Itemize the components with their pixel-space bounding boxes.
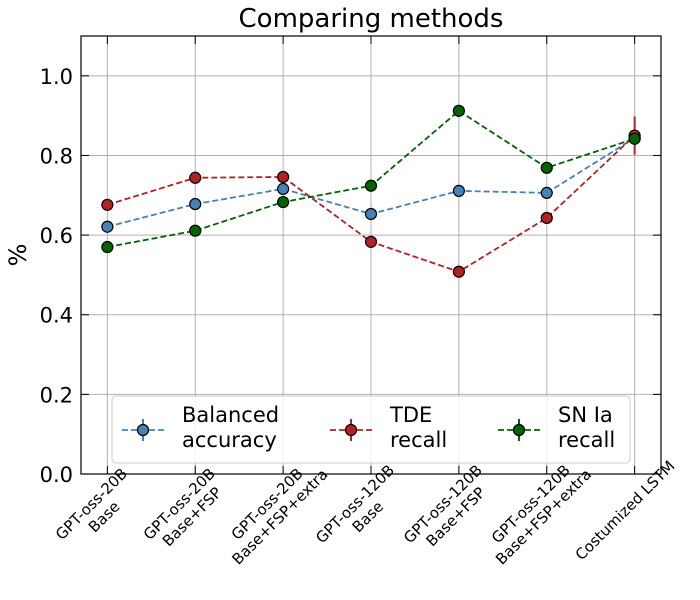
legend-marker: [344, 423, 358, 437]
legend-label-line: recall: [558, 428, 615, 452]
series-2: [101, 104, 641, 254]
data-point: [628, 132, 641, 145]
y-tick-label: 0.0: [40, 463, 73, 487]
y-tick-label: 0.6: [40, 224, 73, 248]
legend-entry: Balanced accuracy: [122, 403, 279, 452]
data-point: [277, 182, 290, 196]
legend-label-line: recall: [390, 428, 447, 452]
series-1: [101, 116, 641, 278]
legend-label: TDE recall: [389, 403, 447, 452]
legend-marker: [512, 423, 526, 437]
x-tick-label: GPT-oss-120BBase+FSP: [400, 461, 498, 559]
data-point: [452, 265, 465, 278]
y-tick-label: 0.4: [40, 304, 73, 328]
series-0: [101, 131, 641, 233]
legend-label-line: SN Ia: [558, 403, 613, 427]
data-point: [101, 198, 114, 211]
data-point: [101, 240, 114, 254]
x-tick-label: GPT-oss-20BBase+FSP: [140, 465, 232, 557]
data-point: [101, 220, 114, 233]
data-point: [364, 235, 378, 248]
data-point: [189, 224, 202, 237]
data-point: [540, 211, 553, 225]
legend-label-line: accuracy: [182, 428, 277, 452]
data-point: [452, 104, 465, 117]
data-point: [364, 207, 378, 221]
legend-label: Balanced accuracy: [182, 403, 279, 452]
y-tick-label: 0.8: [40, 144, 73, 168]
chart-title: Comparing methods: [239, 4, 504, 34]
data-point: [364, 179, 378, 192]
legend-marker: [136, 423, 150, 437]
y-tick-label: 0.2: [40, 383, 73, 407]
y-tick-label: 1.0: [40, 65, 73, 89]
legend-label-line: TDE: [389, 403, 432, 427]
x-tick-label: GPT-oss-20BBase+FSP+extra: [216, 453, 332, 569]
legend-label: SN Ia recall: [558, 403, 615, 452]
data-point: [540, 161, 553, 174]
legend-label-line: Balanced: [182, 403, 279, 427]
data-point: [277, 195, 290, 209]
data-point: [277, 170, 290, 184]
data-point: [189, 197, 202, 211]
y-axis-label: %: [4, 244, 32, 267]
data-point: [540, 186, 553, 199]
data-point: [189, 171, 202, 184]
legend-entry: SN Ia recall: [498, 403, 615, 452]
data-point: [452, 184, 465, 197]
legend-entry: TDE recall: [330, 403, 447, 452]
